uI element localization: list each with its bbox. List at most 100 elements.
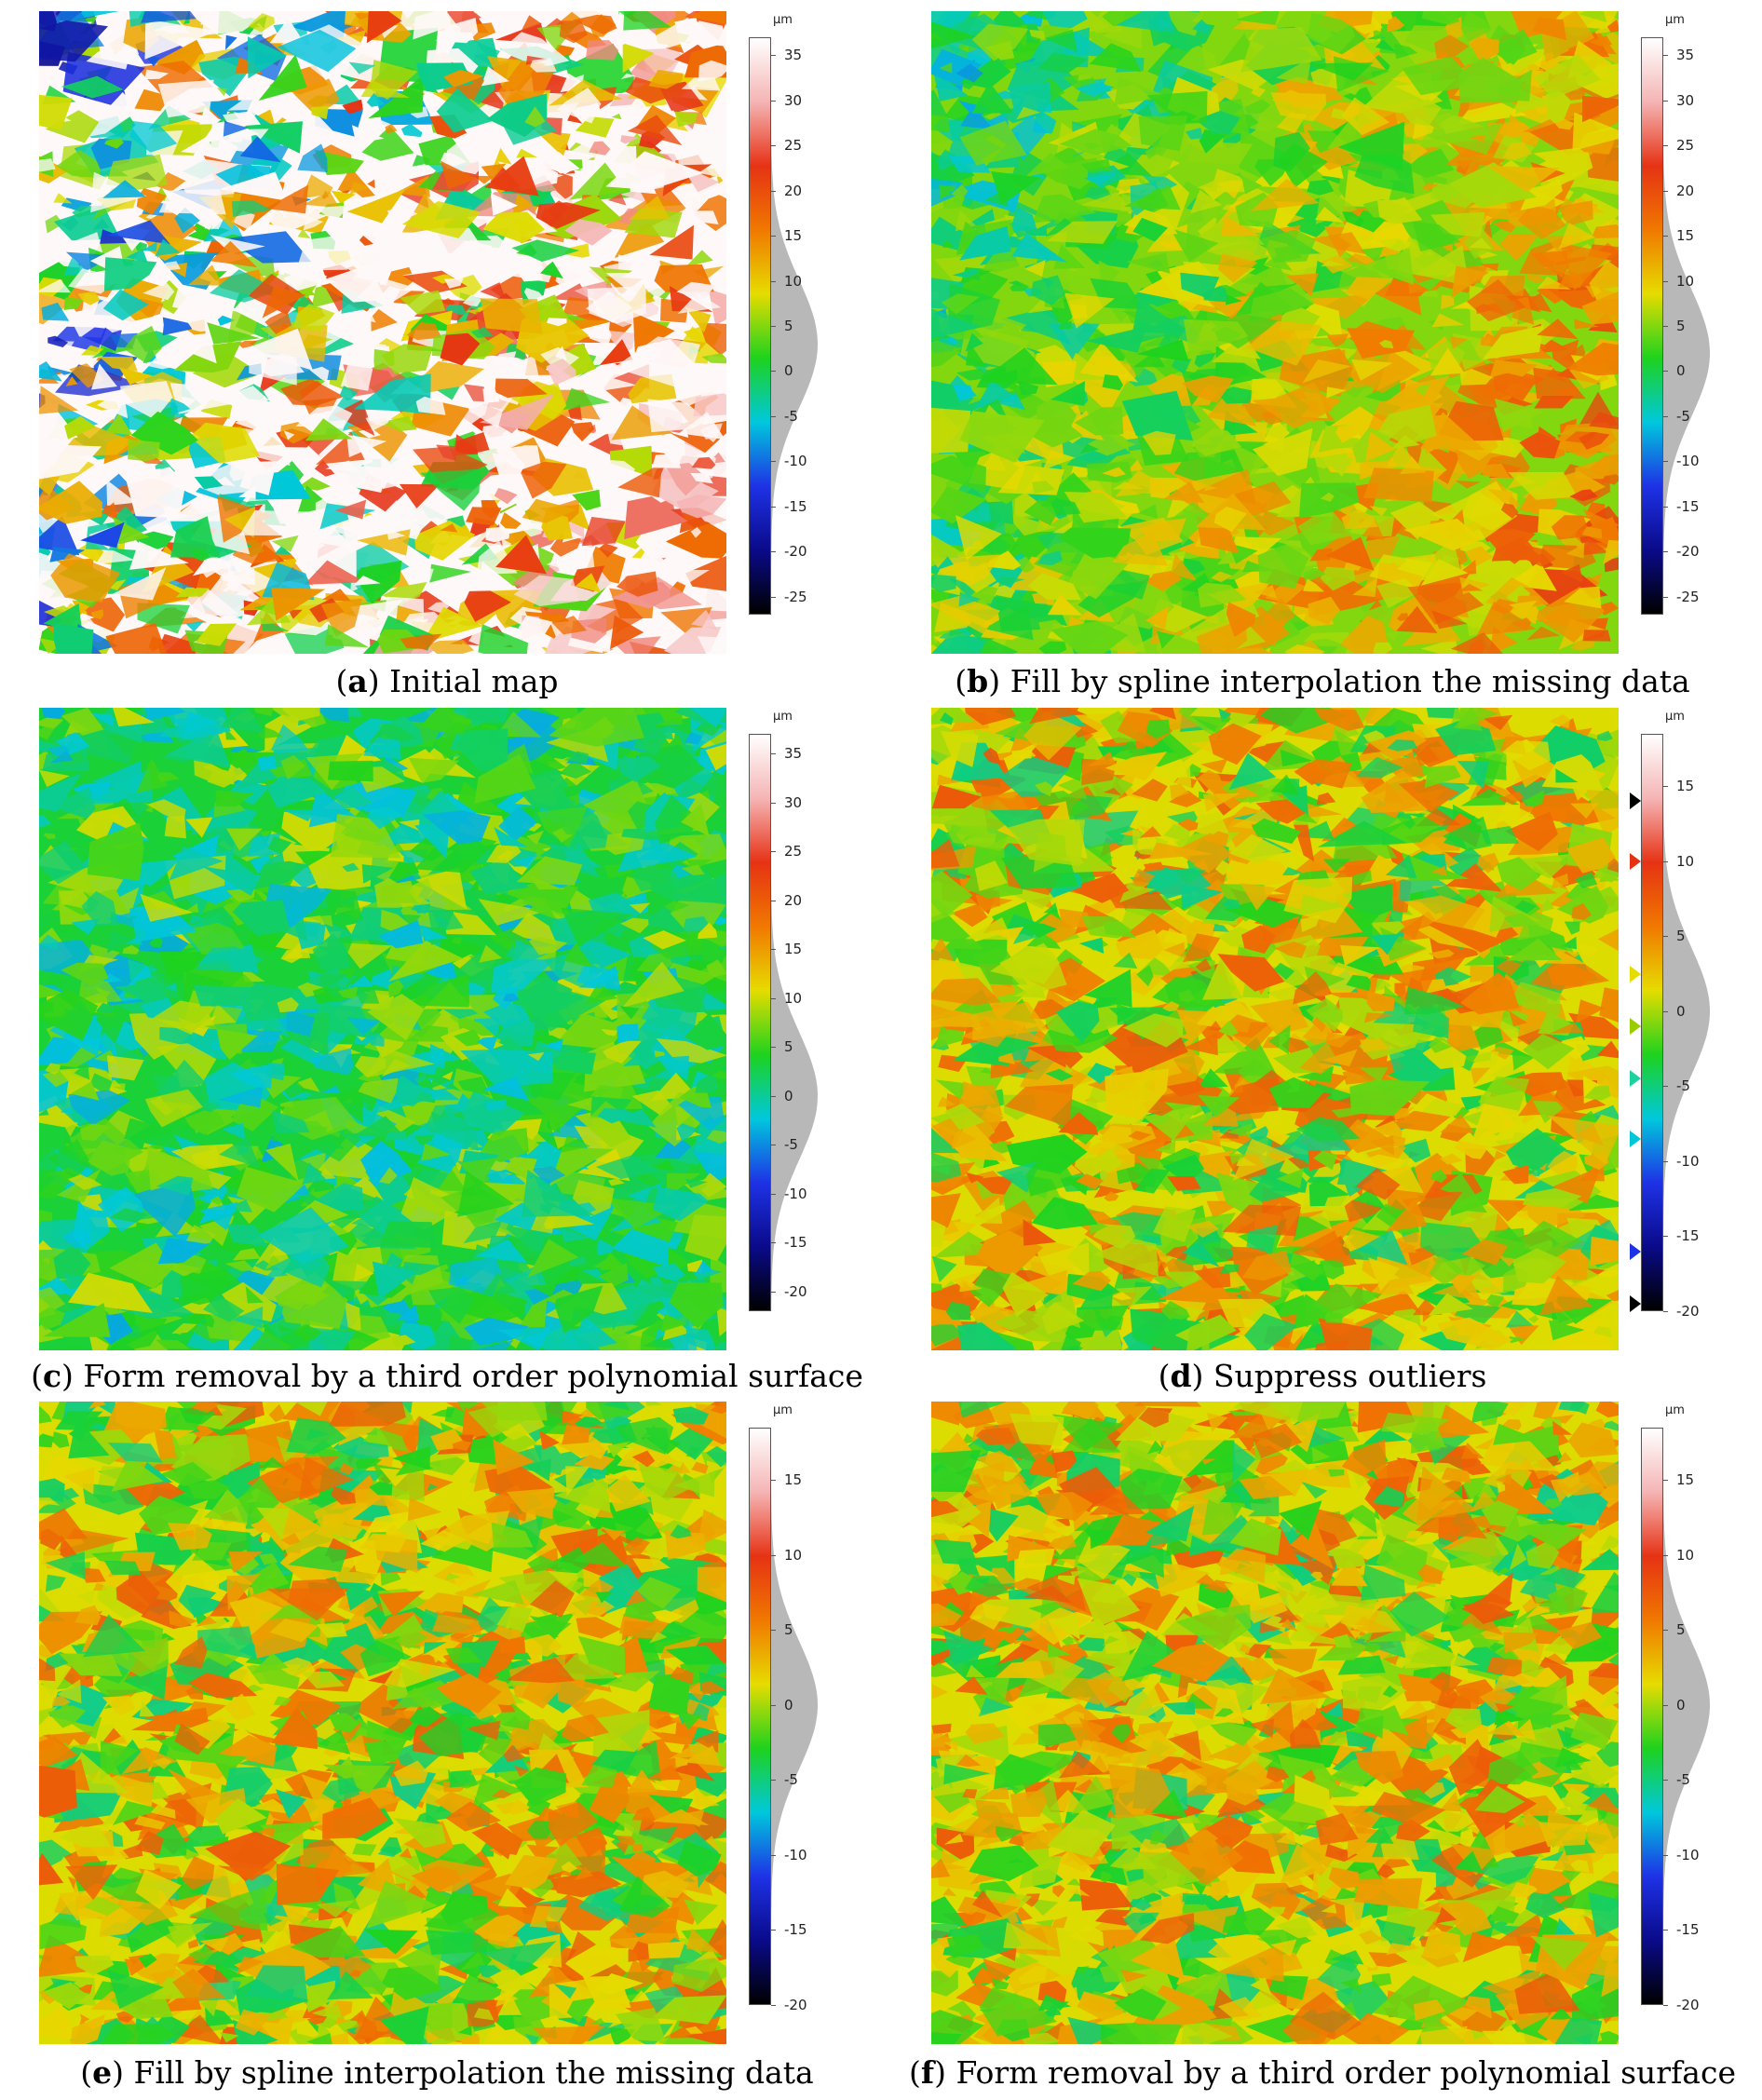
surface-facet xyxy=(1170,227,1219,263)
surface-facet xyxy=(1508,471,1578,500)
surface-facet xyxy=(174,207,200,234)
surface-facet xyxy=(1379,247,1403,258)
surface-facet xyxy=(1442,242,1453,253)
surface-facet xyxy=(651,1159,675,1172)
surface-facet xyxy=(1337,121,1405,171)
surface-facet xyxy=(157,79,214,118)
surface-facet xyxy=(931,535,965,567)
surface-facet xyxy=(1397,613,1409,621)
surface-facet xyxy=(295,405,353,428)
scale-tick-mark xyxy=(771,949,776,951)
scale-tick-mark xyxy=(771,461,776,463)
surface-facet xyxy=(217,315,236,326)
surface-facet xyxy=(1448,162,1538,208)
surface-facet xyxy=(521,15,542,31)
surface-facet xyxy=(1112,532,1168,566)
surface-facet xyxy=(1476,601,1537,636)
surface-facet xyxy=(1335,425,1359,443)
surface-facet xyxy=(570,422,595,442)
surface-facet xyxy=(589,141,611,156)
surface-facet xyxy=(499,32,570,68)
scale-tick-mark xyxy=(771,1047,776,1049)
surface-facet xyxy=(155,1339,191,1349)
surface-facet xyxy=(444,278,464,289)
surface-facet xyxy=(39,158,56,172)
surface-facet xyxy=(136,187,167,215)
surface-facet xyxy=(599,543,618,558)
surface-facet xyxy=(226,828,263,851)
surface-facet xyxy=(238,510,312,536)
surface-facet xyxy=(80,522,125,549)
surface-facet xyxy=(1450,632,1504,654)
surface-facet xyxy=(321,1085,341,1093)
surface-facet xyxy=(74,1061,90,1080)
surface-facet xyxy=(426,787,444,803)
scale-tick-mark xyxy=(1663,145,1668,147)
surface-facet xyxy=(1038,641,1067,654)
scale-tick-label: 5 xyxy=(1676,318,1686,334)
surface-facet xyxy=(219,171,288,201)
surface-facet xyxy=(192,350,262,388)
surface-facet xyxy=(543,151,580,174)
color-bar xyxy=(749,37,771,615)
surface-facet xyxy=(1209,294,1260,317)
surface-facet xyxy=(239,461,277,495)
scale-tick-label: 20 xyxy=(784,182,803,199)
surface-facet xyxy=(225,567,279,597)
surface-facet xyxy=(89,1073,113,1092)
surface-facet xyxy=(282,809,317,821)
surface-facet xyxy=(1569,489,1598,502)
surface-facet xyxy=(271,535,299,552)
surface-facet xyxy=(1376,199,1423,224)
surface-facet xyxy=(39,1108,49,1117)
surface-facet xyxy=(1582,630,1611,642)
surface-facet xyxy=(1163,481,1205,504)
surface-facet xyxy=(513,495,529,506)
surface-facet xyxy=(80,767,154,805)
surface-facet xyxy=(484,156,539,196)
surface-facet xyxy=(482,211,545,244)
surface-facet xyxy=(277,29,357,73)
surface-facet xyxy=(162,317,193,336)
surface-facet xyxy=(427,601,454,614)
surface-facet xyxy=(684,732,703,745)
surface-facet xyxy=(1451,265,1489,298)
scale-tick-label: 25 xyxy=(784,137,803,155)
surface-facet xyxy=(1235,11,1280,25)
surface-facet xyxy=(1192,19,1211,34)
surface-facet xyxy=(1184,558,1206,575)
surface-facet xyxy=(39,476,60,496)
surface-facet xyxy=(39,934,59,950)
surface-facet xyxy=(1064,292,1115,329)
surface-facet xyxy=(1286,273,1319,297)
scale-tick-label: 0 xyxy=(1676,362,1686,380)
surface-facet xyxy=(247,833,280,857)
surface-facet xyxy=(170,398,191,415)
surface-facet xyxy=(1270,89,1321,102)
surface-facet xyxy=(413,227,482,259)
surface-facet xyxy=(971,23,1029,61)
surface-facet xyxy=(979,347,1058,386)
surface-facet xyxy=(564,219,613,246)
surface-facet xyxy=(676,495,726,521)
surface-facet xyxy=(347,514,367,527)
surface-facet xyxy=(1044,29,1078,52)
scale-tick-label: 5 xyxy=(784,1038,793,1056)
surface-facet xyxy=(1038,619,1066,634)
surface-facet xyxy=(237,340,258,348)
scale-tick-label: 10 xyxy=(1676,272,1695,290)
surface-facet xyxy=(620,73,636,79)
surface-facet xyxy=(1059,129,1132,156)
scale-tick-mark xyxy=(1663,551,1668,553)
surface-facet xyxy=(185,817,213,838)
surface-facet xyxy=(365,415,390,431)
surface-facet xyxy=(1045,217,1079,237)
surface-facet xyxy=(931,380,962,410)
surface-facet xyxy=(959,411,1045,463)
surface-facet xyxy=(308,849,373,892)
scale-tick-mark xyxy=(771,506,776,508)
surface-facet xyxy=(485,526,510,543)
surface-facet xyxy=(1509,600,1538,616)
surface-facet xyxy=(60,752,86,766)
surface-facet xyxy=(372,514,423,540)
